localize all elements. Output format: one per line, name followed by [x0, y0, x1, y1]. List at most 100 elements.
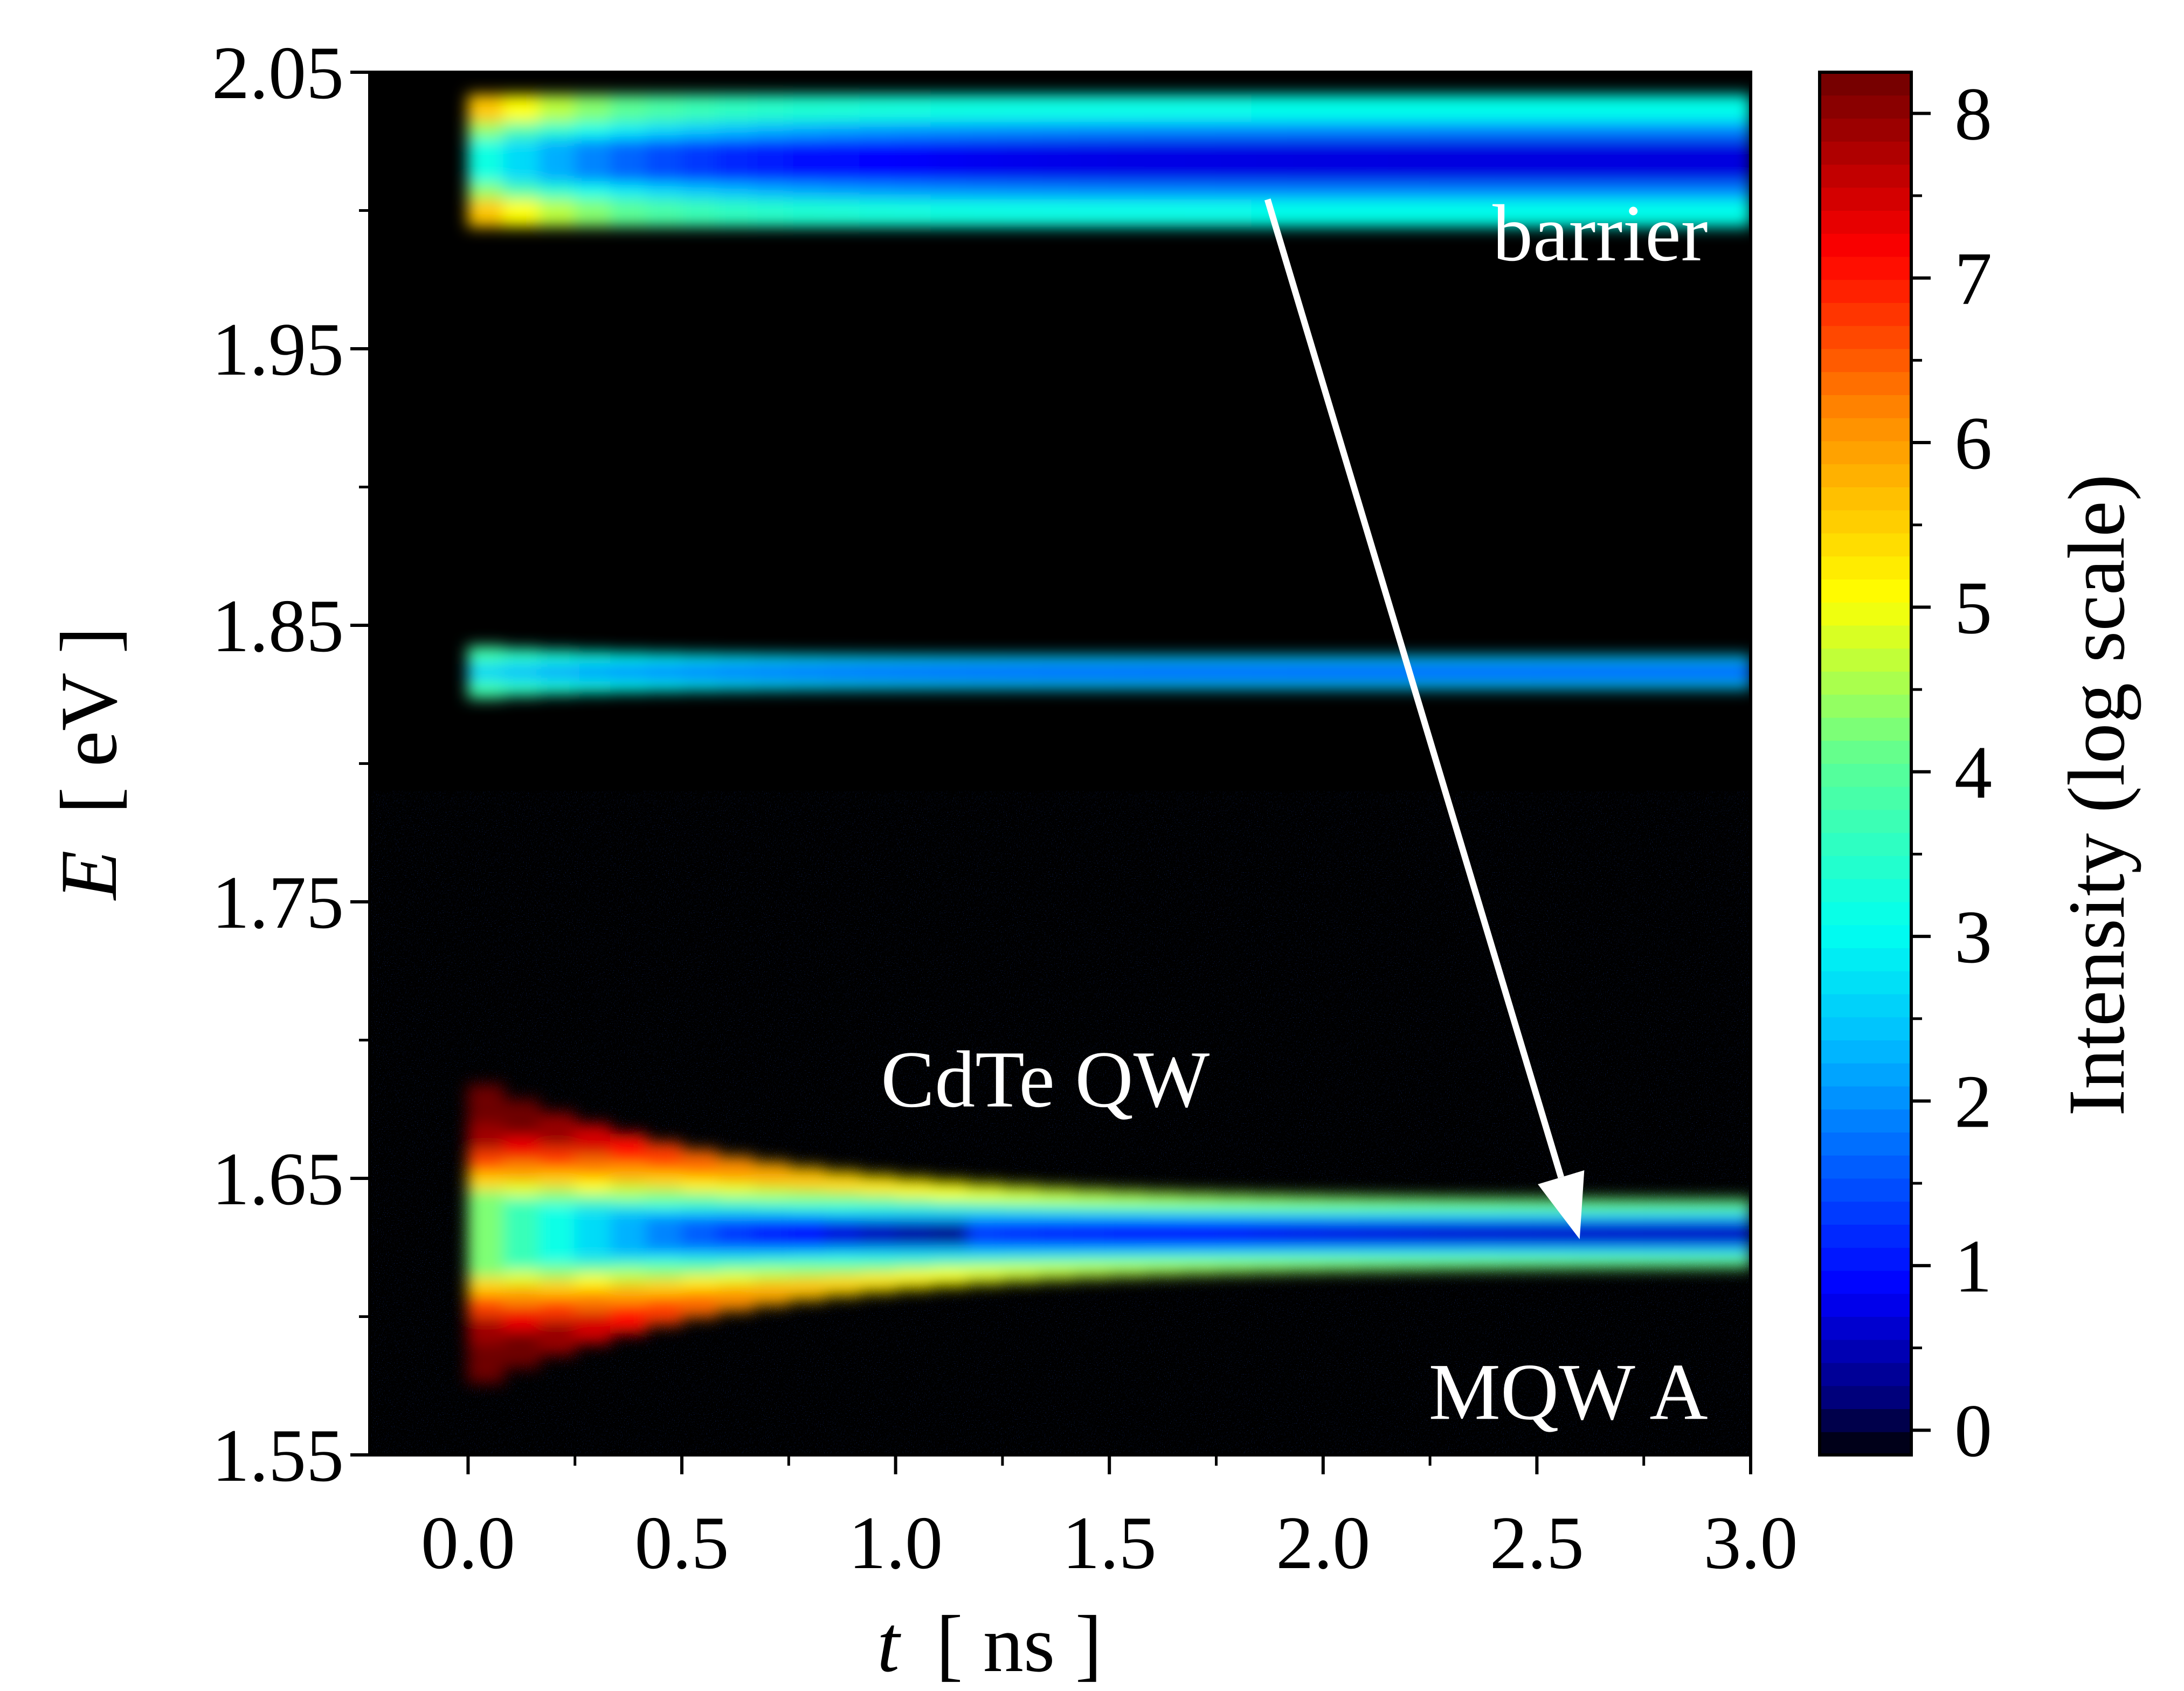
barrier-band-segment	[1572, 139, 1609, 183]
cdte-qw-band-segment	[610, 1210, 647, 1258]
barrier-band-segment	[1536, 139, 1573, 183]
cdte-qw-band-segment	[930, 1223, 967, 1245]
y-tick-label: 1.55	[212, 1414, 344, 1497]
heatmap-bands	[370, 94, 1751, 1455]
colorbar-tick-label: 4	[1954, 731, 1992, 815]
middle-band-segment	[1180, 664, 1217, 681]
cdte-qw-band-segment	[1001, 1219, 1039, 1248]
x-axis-variable: t	[877, 1599, 901, 1689]
cdte-qw-band-segment	[1109, 1220, 1146, 1247]
x-tick-label: 3.0	[1704, 1501, 1798, 1585]
middle-band-segment	[645, 664, 683, 681]
barrier-band-segment	[1109, 139, 1146, 183]
colorbar-segment	[1820, 72, 1911, 96]
y-tick-label: 1.95	[212, 308, 344, 391]
middle-band-segment	[1287, 664, 1324, 681]
colorbar-segment	[1820, 993, 1911, 1018]
colorbar-label: Intensity (log scale)	[2052, 474, 2141, 1116]
colorbar-segment	[1820, 1155, 1911, 1179]
colorbar-segment	[1820, 256, 1911, 280]
barrier-band-segment	[574, 139, 611, 183]
middle-band-segment	[610, 664, 647, 681]
colorbar-segment	[1820, 855, 1911, 879]
y-axis-title: E [ eV ]	[44, 627, 134, 901]
cdte-qw-band-segment	[538, 1202, 576, 1265]
colorbar-segment	[1820, 325, 1911, 349]
middle-band-segment	[930, 664, 967, 681]
middle-band-segment	[1073, 664, 1110, 681]
middle-band-segment	[824, 664, 861, 681]
barrier-band-segment	[1001, 139, 1039, 183]
barrier-band-segment	[1429, 139, 1467, 183]
barrier-band-segment	[824, 139, 861, 183]
annotations: barrier CdTe QW MQW A	[881, 189, 1708, 1437]
colorbar: 0 1 2 3 4 5 6 7 8	[1818, 71, 1992, 1473]
colorbar-segment	[1820, 717, 1911, 741]
middle-band-segment	[1251, 664, 1288, 681]
middle-band-segment	[467, 664, 504, 681]
barrier-band-segment	[1643, 139, 1680, 183]
colorbar-segment	[1820, 625, 1911, 649]
colorbar-segment	[1820, 1362, 1911, 1386]
y-axis-variable: E	[44, 850, 134, 901]
barrier-band-segment	[681, 139, 718, 183]
colorbar-segment	[1820, 832, 1911, 856]
colorbar-segment	[1820, 1339, 1911, 1363]
cdte-qw-band-segment	[717, 1217, 754, 1251]
cdte-qw-band-segment	[966, 1219, 1003, 1249]
middle-band-segment	[1144, 664, 1181, 681]
colorbar-segment	[1820, 95, 1911, 119]
x-tick-label: 0.0	[421, 1501, 515, 1585]
colorbar-segment	[1820, 302, 1911, 326]
x-axis-unit: [ ns ]	[936, 1599, 1102, 1689]
x-tick-label: 1.5	[1062, 1501, 1157, 1585]
y-tick-label: 1.65	[212, 1137, 344, 1221]
colorbar-segment	[1820, 948, 1911, 971]
cdte-qw-band-segment	[788, 1220, 825, 1247]
colorbar-tick-label: 1	[1954, 1225, 1992, 1308]
cdte-qw-band-segment	[1251, 1221, 1288, 1246]
cdte-qw-band-segment	[1038, 1220, 1075, 1247]
x-tick-label: 2.0	[1276, 1501, 1370, 1585]
barrier-band-segment	[1251, 139, 1288, 183]
cdte-qw-band-segment	[1144, 1221, 1181, 1246]
cdte-qw-band-segment	[859, 1221, 896, 1246]
colorbar-segment	[1820, 533, 1911, 557]
middle-band-segment	[1215, 664, 1253, 681]
colorbar-segment	[1820, 1385, 1911, 1409]
colorbar-segment	[1820, 417, 1911, 441]
colorbar-tick-label: 2	[1954, 1060, 1992, 1143]
barrier-band-segment	[895, 139, 932, 183]
barrier-band-segment	[1287, 139, 1324, 183]
colorbar-segment	[1820, 440, 1911, 465]
colorbar-segment	[1820, 118, 1911, 142]
cdte-qw-band-segment	[503, 1197, 540, 1271]
middle-band-segment	[1038, 664, 1075, 681]
cdte-qw-band-segment	[752, 1218, 790, 1249]
barrier-band-segment	[1215, 139, 1253, 183]
barrier-band-segment	[503, 139, 540, 183]
cdte-qw-band	[467, 1084, 1751, 1383]
colorbar-segment	[1820, 809, 1911, 833]
colorbar-segment	[1820, 1247, 1911, 1271]
colorbar-segment	[1820, 1178, 1911, 1202]
middle-band-segment	[1465, 664, 1502, 681]
barrier-band-segment	[1678, 139, 1716, 183]
colorbar-segment	[1820, 464, 1911, 487]
cdte-qw-band-segment	[1215, 1221, 1253, 1246]
colorbar-tick-label: 7	[1954, 237, 1992, 321]
barrier-band-segment	[538, 139, 576, 183]
middle-band-segment	[1678, 664, 1716, 681]
barrier-band-segment	[1322, 139, 1359, 183]
colorbar-segment	[1820, 924, 1911, 948]
x-axis-title: t [ ns ]	[877, 1599, 1102, 1689]
colorbar-segment	[1820, 1293, 1911, 1317]
colorbar-segment	[1820, 187, 1911, 211]
barrier-band-segment	[788, 139, 825, 183]
middle-band-segment	[681, 664, 718, 681]
background-noise	[370, 791, 1751, 1455]
colorbar-segment	[1820, 556, 1911, 579]
middle-band-segment	[538, 664, 576, 681]
colorbar-segment	[1820, 1224, 1911, 1248]
colorbar-segment	[1820, 1017, 1911, 1040]
